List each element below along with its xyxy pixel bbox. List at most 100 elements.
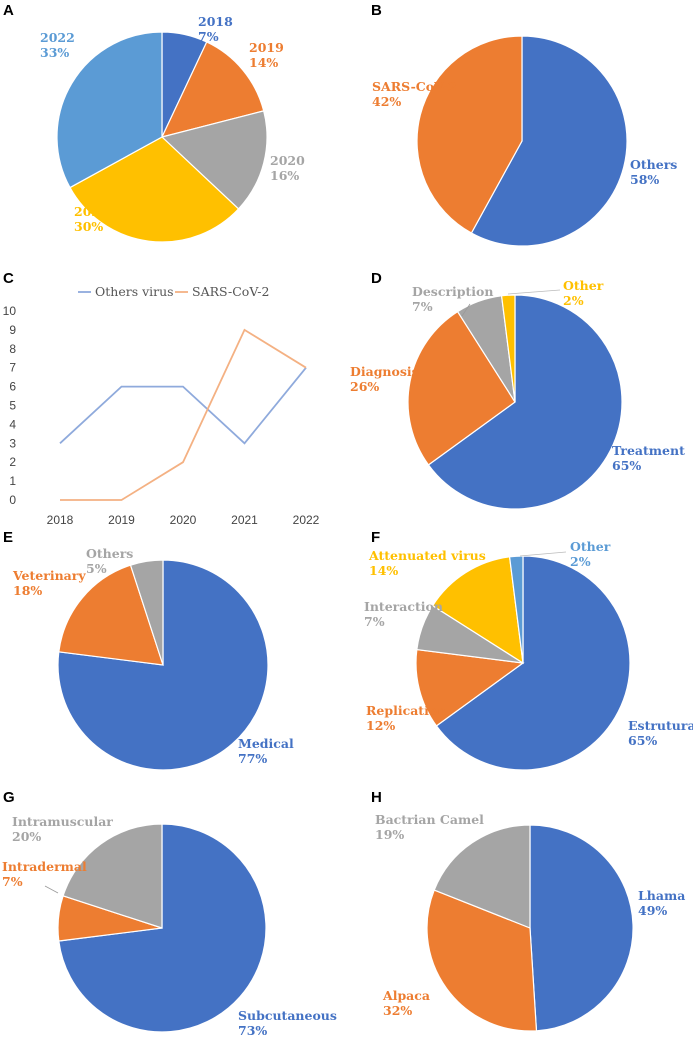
pie-d-label-diagnosis-name: Diagnosis xyxy=(350,364,419,379)
pie-b-label-sars-cov-2-name: SARS-CoV-2 xyxy=(372,79,457,94)
pie-f-label-estrutural-pct: 65% xyxy=(628,733,657,748)
pie-e-label-medical-name: Medical xyxy=(238,736,294,751)
panel-letter-d: D xyxy=(371,270,382,287)
pie-f-label-other-pct: 2% xyxy=(570,554,591,569)
pie-d-label-other-pct: 2% xyxy=(563,293,584,308)
pie-h-label-lhama-name: Lhama xyxy=(638,888,685,903)
pie-d-label-treatment-name: Treatment xyxy=(612,443,685,458)
pie-g-label-subcutaneous-pct: 73% xyxy=(238,1023,267,1038)
pie-b-slice-others xyxy=(470,35,628,247)
pie-a-label-2020-pct: 16% xyxy=(270,168,299,183)
pie-d-label-other-name: Other xyxy=(563,278,604,293)
pie-f-slice-estrutural xyxy=(435,555,631,771)
line-c-ytick-4: 4 xyxy=(9,417,16,431)
pie-b-label-sars-cov-2-pct: 42% xyxy=(372,94,401,109)
pie-h-label-alpaca-pct: 32% xyxy=(383,1003,412,1018)
pie-f-label-other-name: Other xyxy=(570,539,611,554)
panel-letter-a: A xyxy=(3,2,14,19)
pie-a-label-2019-pct: 14% xyxy=(249,55,278,70)
line-c-ytick-1: 1 xyxy=(9,474,16,488)
pie-f-slice-attenuated-virus xyxy=(431,556,524,665)
pie-f-slice-replication xyxy=(415,648,525,727)
pie-f-label-replication-pct: 12% xyxy=(366,718,395,733)
line-c-ytick-3: 3 xyxy=(9,436,16,450)
line-c-ytick-2: 2 xyxy=(9,455,16,469)
pie-e-label-veterinary-pct: 18% xyxy=(13,583,42,598)
line-c-xtick-2019: 2019 xyxy=(108,513,135,527)
pie-h-label-lhama-pct: 49% xyxy=(638,903,667,918)
pie-d-slice-treatment xyxy=(427,294,623,510)
pie-d-slice-other xyxy=(500,294,516,403)
pie-e-label-others-pct: 5% xyxy=(86,561,107,576)
pie-e-label-veterinary-name: Veterinary xyxy=(12,568,86,583)
line-c-xtick-2022: 2022 xyxy=(293,513,320,527)
panel-letter-e: E xyxy=(3,529,13,546)
pie-a-label-2019-name: 2019 xyxy=(249,40,284,55)
pie-f-label-attenuated-virus-name: Attenuated virus xyxy=(368,548,486,563)
pie-h-slice-lhama xyxy=(529,824,634,1032)
line-c-ytick-9: 9 xyxy=(9,323,16,337)
panel-letter-f: F xyxy=(371,529,380,546)
pie-d-label-description-name: Description xyxy=(412,284,493,299)
pie-a-slice-2022 xyxy=(56,31,163,189)
pie-d-slice-diagnosis xyxy=(407,310,516,466)
leader-f-other xyxy=(519,551,567,557)
pie-a-slice-2019 xyxy=(160,41,265,138)
line-c-legend-label-2: SARS-CoV-2 xyxy=(192,284,269,299)
pie-g-label-intramuscular-name: Intramuscular xyxy=(12,814,113,829)
line-c-xtick-2018: 2018 xyxy=(47,513,74,527)
pie-b-label-others-name: Others xyxy=(630,157,677,172)
pie-d-label-description-pct: 7% xyxy=(412,299,433,314)
pie-h-label-alpaca-name: Alpaca xyxy=(382,988,430,1003)
pie-a-label-2022-pct: 33% xyxy=(40,45,69,60)
pie-g-slice-intramuscular xyxy=(62,823,163,929)
line-c-ytick-8: 8 xyxy=(9,342,16,356)
pie-a-label-2021-pct: 30% xyxy=(74,219,103,234)
line-c-legend-label-1: Others virus xyxy=(95,284,174,299)
pie-h-label-bactrian-camel-name: Bactrian Camel xyxy=(375,812,484,827)
pie-d-label-diagnosis-pct: 26% xyxy=(350,379,379,394)
pie-f-label-attenuated-virus-pct: 14% xyxy=(369,563,398,578)
panel-letter-b: B xyxy=(371,2,382,19)
pie-a-label-2022-name: 2022 xyxy=(40,30,75,45)
line-c-ytick-6: 6 xyxy=(9,380,16,394)
pie-a-slice-2020 xyxy=(160,110,268,210)
line-c-series-others-virus xyxy=(59,367,307,445)
line-c-ytick-10: 10 xyxy=(3,304,17,318)
panel-letter-g: G xyxy=(3,789,15,806)
pie-e-label-others-name: Others xyxy=(86,546,133,561)
leader-g-intradermal xyxy=(44,885,59,894)
leader-d-description xyxy=(461,303,471,317)
pie-a-label-2021-name: 2021 xyxy=(74,204,109,219)
pie-e-label-medical-pct: 77% xyxy=(238,751,267,766)
pie-f-label-estrutural-name: Estrutural xyxy=(628,718,693,733)
line-c-ytick-0: 0 xyxy=(9,493,16,507)
line-c-ytick-7: 7 xyxy=(9,361,16,375)
pie-f-label-replication-name: Replication xyxy=(366,703,446,718)
pie-a-slice-2021 xyxy=(69,136,240,243)
line-c-xtick-2021: 2021 xyxy=(231,513,258,527)
pie-h-slice-bactrian-camel xyxy=(433,824,531,929)
line-c-ytick-5: 5 xyxy=(9,399,16,413)
pie-g-label-intradermal-name: Intradermal xyxy=(2,859,87,874)
pie-g-label-intradermal-pct: 7% xyxy=(2,874,23,889)
pie-h-label-bactrian-camel-pct: 19% xyxy=(375,827,404,842)
pie-g-label-subcutaneous-name: Subcutaneous xyxy=(238,1008,337,1023)
pie-d-label-treatment-pct: 65% xyxy=(612,458,641,473)
pie-f-label-interaction-pct: 7% xyxy=(364,614,385,629)
pie-b-label-others-pct: 58% xyxy=(630,172,659,187)
panel-letter-h: H xyxy=(371,789,382,806)
pie-g-label-intramuscular-pct: 20% xyxy=(12,829,41,844)
pie-e-slice-others xyxy=(129,559,164,666)
pie-b-slice-sars-cov-2 xyxy=(416,35,523,234)
pie-h-slice-alpaca xyxy=(426,889,538,1032)
pie-a-label-2020-name: 2020 xyxy=(270,153,305,168)
line-c-series-sars-cov-2 xyxy=(60,328,307,501)
panel-letter-c: C xyxy=(3,270,14,287)
pie-a-label-2018-pct: 7% xyxy=(198,29,219,44)
leader-d-other xyxy=(507,289,561,295)
pie-f-label-interaction-name: Interaction xyxy=(364,599,443,614)
pie-e-slice-veterinary xyxy=(58,564,164,666)
pie-a-label-2018-name: 2018 xyxy=(198,14,233,29)
